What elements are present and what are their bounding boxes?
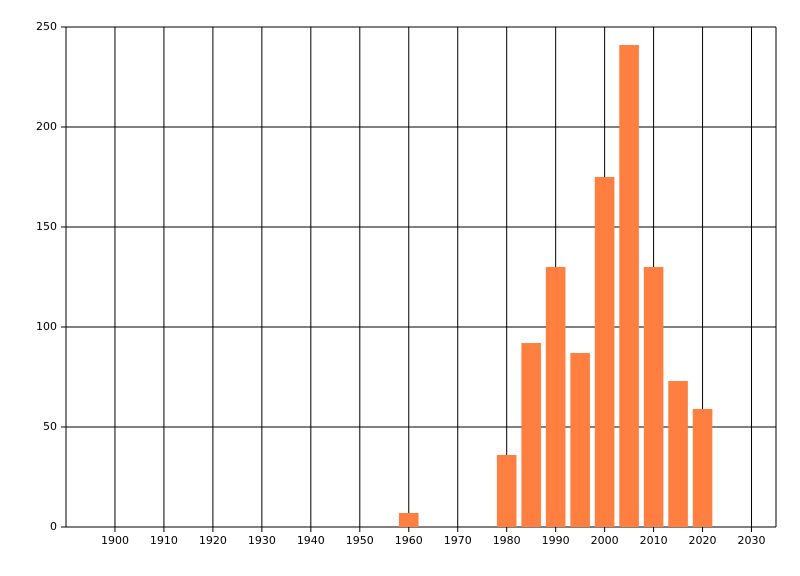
- y-tick-label: 200: [36, 120, 57, 133]
- bar: [619, 45, 639, 527]
- bar: [668, 381, 688, 527]
- x-tick-label: 1950: [346, 534, 374, 547]
- y-tick-label: 150: [36, 220, 57, 233]
- y-tick-label: 100: [36, 320, 57, 333]
- x-tick-label: 2000: [591, 534, 619, 547]
- y-tick-label: 0: [50, 520, 57, 533]
- x-tick-label: 1920: [199, 534, 227, 547]
- x-tick-label: 1900: [101, 534, 129, 547]
- bar: [594, 177, 615, 527]
- bar: [643, 267, 664, 527]
- bar: [545, 267, 566, 527]
- x-tick-label: 1910: [150, 534, 178, 547]
- bar: [496, 455, 517, 527]
- bar: [398, 513, 419, 527]
- x-tick-label: 2010: [640, 534, 668, 547]
- x-tick-label: 1980: [493, 534, 521, 547]
- x-tick-label: 2030: [738, 534, 766, 547]
- bar: [570, 353, 590, 527]
- x-tick-label: 2020: [689, 534, 717, 547]
- y-tick-label: 250: [36, 20, 57, 33]
- bar: [521, 343, 541, 527]
- y-tick-label: 50: [43, 420, 57, 433]
- bar: [692, 409, 713, 527]
- x-tick-label: 1970: [444, 534, 472, 547]
- x-tick-label: 1930: [248, 534, 276, 547]
- x-tick-label: 1940: [297, 534, 325, 547]
- x-tick-label: 1990: [542, 534, 570, 547]
- x-tick-label: 1960: [395, 534, 423, 547]
